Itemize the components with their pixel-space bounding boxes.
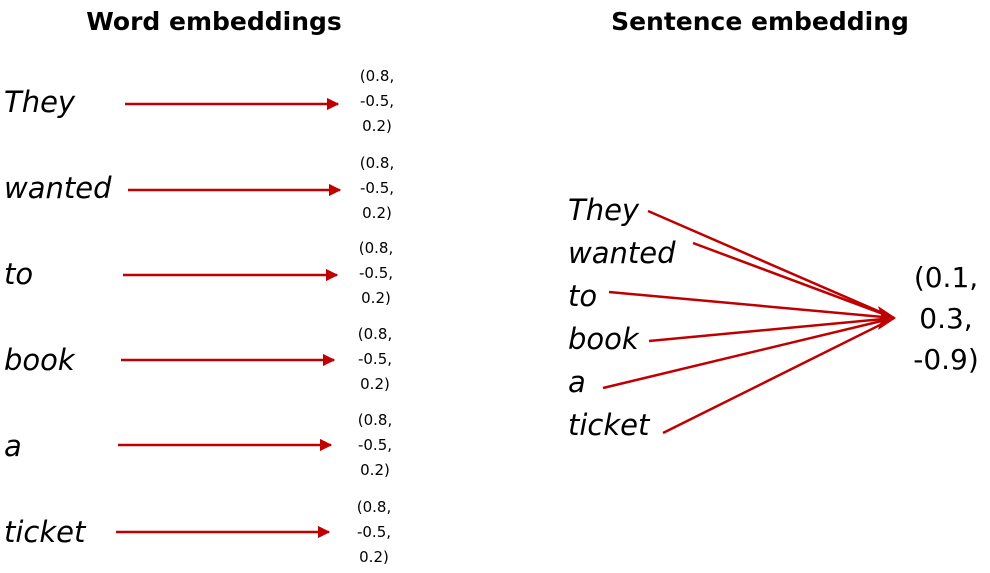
converging-arrow: [602, 316, 895, 390]
vector-line: (0.8,: [360, 154, 394, 172]
word-label: to: [4, 257, 33, 291]
word-row: They (0.8, -0.5, 0.2): [4, 67, 394, 135]
word-row: a (0.8, -0.5, 0.2): [4, 411, 392, 479]
converging-arrow: [648, 316, 895, 343]
sentence-vector-line: 0.3,: [919, 302, 972, 335]
sentence-word: wanted: [568, 236, 676, 270]
word-embeddings-panel: Word embeddings They (0.8, -0.5, 0.2) wa…: [4, 7, 394, 566]
converging-arrow: [692, 241, 895, 320]
vector-line: 0.2): [360, 461, 390, 479]
sentence-embedding-title: Sentence embedding: [611, 7, 909, 36]
word-label: a: [4, 429, 22, 463]
word-row: ticket (0.8, -0.5, 0.2): [4, 498, 391, 566]
word-row: to (0.8, -0.5, 0.2): [4, 239, 393, 307]
vector-line: (0.8,: [360, 67, 394, 85]
vector-line: (0.8,: [358, 411, 392, 429]
arrowhead-icon: [878, 306, 896, 330]
vector-line: 0.2): [361, 289, 391, 307]
word-row: book (0.8, -0.5, 0.2): [4, 325, 392, 393]
word-label: They: [4, 85, 76, 119]
sentence-word: They: [568, 193, 640, 227]
word-row: wanted (0.8, -0.5, 0.2): [4, 154, 394, 222]
sentence-word: ticket: [568, 408, 651, 442]
vector-line: 0.2): [359, 548, 389, 566]
vector-line: -0.5,: [360, 92, 394, 110]
vector-line: -0.5,: [357, 523, 391, 541]
sentence-vector-line: -0.9): [913, 343, 979, 376]
vector-line: -0.5,: [358, 350, 392, 368]
vector-line: 0.2): [362, 204, 392, 222]
converging-arrow: [662, 316, 895, 435]
converging-arrow: [647, 209, 895, 320]
sentence-word: book: [568, 322, 640, 356]
vector-line: -0.5,: [359, 264, 393, 282]
vector-line: -0.5,: [360, 179, 394, 197]
sentence-vector-line: (0.1,: [914, 261, 978, 294]
word-label: book: [4, 343, 76, 377]
vector-line: (0.8,: [359, 239, 393, 257]
vector-line: (0.8,: [358, 325, 392, 343]
vector-line: 0.2): [360, 375, 390, 393]
vector-line: 0.2): [362, 117, 392, 135]
vector-line: -0.5,: [358, 436, 392, 454]
word-label: wanted: [4, 171, 112, 205]
converging-arrow: [608, 290, 895, 320]
word-label: ticket: [4, 515, 87, 549]
word-embeddings-title: Word embeddings: [86, 7, 342, 36]
vector-line: (0.8,: [357, 498, 391, 516]
sentence-embedding-panel: Sentence embedding They wanted to book a…: [568, 7, 979, 442]
sentence-word: a: [568, 365, 586, 399]
sentence-word: to: [568, 279, 597, 313]
